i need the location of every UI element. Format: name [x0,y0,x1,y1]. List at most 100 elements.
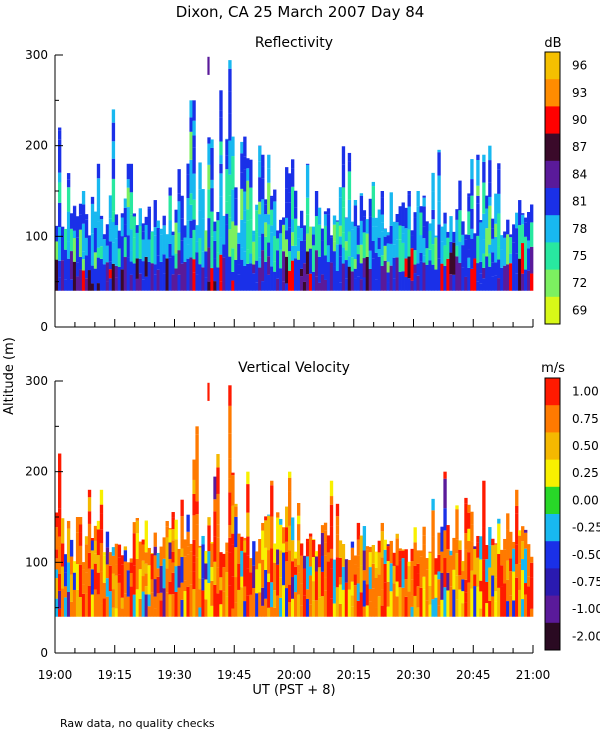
echo-cell [225,542,229,552]
echo-cell [410,579,414,596]
echo-cell [422,206,426,227]
echo-cell [264,598,268,617]
echo-cell [416,191,420,207]
echo-cell [204,230,208,252]
echo-cell [296,572,301,595]
x-tick-label: 20:00 [277,668,312,682]
x-tick-label: 20:15 [336,668,371,682]
echo-cell [219,155,223,164]
echo-cell [72,206,77,231]
echo-cell [503,237,507,266]
echo-cell [228,229,232,257]
echo-cell [443,558,447,588]
echo-cell [177,587,181,617]
echo-cell [524,529,528,533]
echo-cell [335,244,340,271]
echo-cell [207,218,211,248]
echo-cell [380,265,384,291]
echo-cell [87,523,92,553]
echo-cell [264,261,268,291]
echo-cell [509,234,513,238]
colorbar-unit-vertical-velocity: m/s [541,361,565,376]
echo-cell [467,234,471,250]
echo-cell [506,264,510,291]
footnote: Raw data, no quality checks [60,717,215,730]
echo-cell [186,163,190,175]
echo-cell [285,256,289,284]
echo-cell [135,520,139,534]
echo-cell [506,513,510,530]
echo-cell [222,244,226,258]
echo-cell [368,552,373,568]
colorbar-tick-label: 87 [572,140,587,154]
y-tick-label: 100 [25,229,48,243]
echo-cell [509,263,513,291]
echo-cell [270,197,274,210]
colorbar-tick-label: 84 [572,167,587,181]
echo-cell [55,259,59,291]
echo-cell [440,551,444,573]
echo-cell [81,223,86,252]
echo-cell [449,216,453,242]
echo-cell [216,567,220,594]
echo-cell [401,587,405,617]
echo-cell [294,190,298,208]
echo-cell [117,574,122,583]
echo-cell [407,278,411,291]
echo-cell [210,179,214,189]
echo-cell [156,576,160,594]
echo-cell [129,250,134,262]
echo-cell [273,189,277,202]
echo-cell [446,590,450,617]
echo-cell [249,572,253,595]
echo-cell [314,571,319,601]
echo-cell [279,233,283,250]
echo-cell [335,557,340,588]
echo-cell [201,251,205,268]
echo-cell [320,274,325,291]
echo-cell [219,141,223,156]
echo-cell [302,281,307,291]
echo-cell [488,196,492,206]
echo-cell [123,546,128,551]
echo-cell [413,217,417,251]
echo-cell [392,221,396,245]
echo-cell [270,582,274,608]
echo-cell [177,169,181,184]
echo-cell [294,245,298,259]
echo-cell [180,240,184,264]
echo-cell [276,278,280,291]
echo-cell [57,202,62,227]
echo-cell [389,563,393,592]
echo-cell [497,518,501,524]
echo-cell [276,564,280,596]
echo-cell [383,582,387,617]
echo-cell [305,274,310,291]
echo-cell [195,426,199,435]
echo-cell [225,155,229,170]
echo-cell [171,517,175,530]
echo-cell [359,263,364,280]
echo-cell [485,195,489,209]
echo-cell [311,539,316,540]
echo-cell [488,567,492,601]
echo-cell [219,226,223,238]
echo-cell [210,542,214,544]
echo-cell [207,525,211,552]
echo-cell [192,272,196,291]
echo-cell [201,218,205,252]
echo-cell [413,542,417,566]
echo-cell [132,263,137,291]
echo-cell [219,117,223,142]
echo-cell [147,594,151,607]
echo-cell [144,563,148,574]
echo-cell [246,555,250,569]
echo-cell [398,206,402,226]
echo-cell [84,536,89,545]
echo-cell [368,601,373,617]
echo-cell [198,607,202,617]
echo-cell [75,564,80,590]
echo-cell [353,259,358,269]
echo-cell [183,580,187,592]
echo-cell [72,205,77,207]
